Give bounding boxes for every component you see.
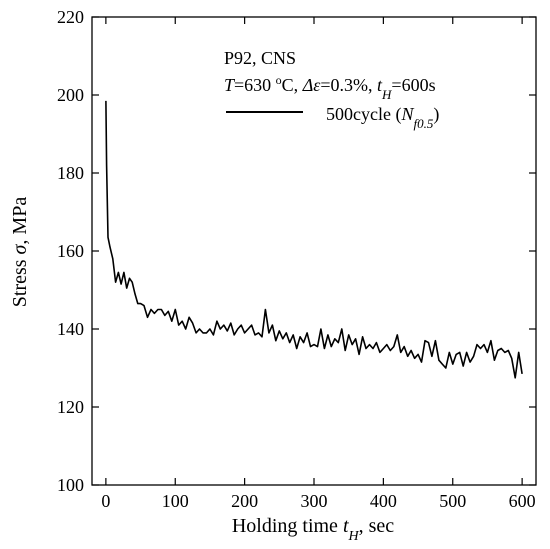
y-tick-label: 160 <box>57 241 84 261</box>
x-tick-label: 400 <box>370 491 397 511</box>
x-tick-label: 100 <box>162 491 189 511</box>
x-tick-label: 300 <box>301 491 328 511</box>
annotation-material: P92, CNS <box>224 48 296 68</box>
series <box>105 100 523 379</box>
y-tick-label: 120 <box>57 397 84 417</box>
y-tick-label: 220 <box>57 7 84 27</box>
x-tick-label: 200 <box>231 491 258 511</box>
annotation-conditions: T=630 oC, Δε=0.3%, tH=600s <box>224 73 436 102</box>
y-tick-label: 200 <box>57 85 84 105</box>
x-axis-label: Holding time tH, sec <box>232 515 394 544</box>
y-axis-label: Stress σ, MPa <box>9 197 31 308</box>
x-tick-label: 0 <box>101 491 110 511</box>
legend-label: 500cycle (Nf0.5) <box>326 104 439 131</box>
y-tick-label: 180 <box>57 163 84 183</box>
y-tick-label: 100 <box>57 475 84 495</box>
y-tick-label: 140 <box>57 319 84 339</box>
x-tick-label: 600 <box>509 491 536 511</box>
series-line <box>105 100 523 379</box>
ticks: 0 100 200 300 400 500 600 100 120 140 160 180 200 220 <box>57 7 536 511</box>
x-tick-label: 500 <box>439 491 466 511</box>
